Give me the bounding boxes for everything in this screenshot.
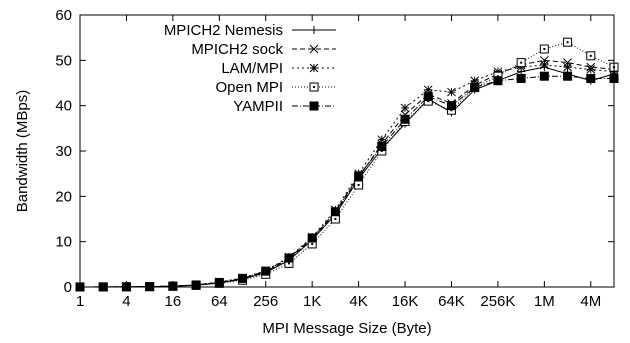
data-point: [539, 44, 549, 54]
data-point: [586, 65, 596, 74]
legend-marker: [309, 101, 319, 111]
y-tick-label: 50: [55, 52, 72, 69]
x-tick-label: 1K: [303, 293, 321, 310]
y-axis-ticks: 0 10 20 30 40 50 60: [55, 7, 614, 296]
data-point: [586, 73, 596, 83]
x-tick-label: 4M: [580, 293, 601, 310]
data-point: [539, 71, 549, 81]
data-point: [377, 135, 387, 145]
legend: MPICH2 Nemesis MPICH2 sock LAM/MPI Open MPI…: [164, 22, 336, 115]
data-point: [400, 114, 410, 124]
y-tick-label: 30: [55, 143, 72, 160]
data-point: [563, 58, 572, 67]
x-axis-title: MPI Message Size (Byte): [262, 320, 431, 337]
data-point: [191, 280, 201, 290]
data-point: [493, 67, 503, 77]
data-point: [563, 71, 573, 81]
data-point: [539, 55, 549, 65]
series-3: [75, 37, 619, 292]
x-tick-label: 16K: [392, 293, 419, 310]
data-point: [307, 233, 317, 243]
legend-label: Open MPI: [215, 79, 283, 96]
series-4: [75, 71, 619, 292]
x-tick-label: 1M: [534, 293, 555, 310]
plot-frame: [79, 14, 615, 288]
series-1: [75, 55, 619, 292]
data-point: [168, 281, 178, 291]
series-0: [76, 63, 618, 291]
data-point: [400, 103, 410, 113]
data-point: [354, 171, 364, 181]
data-point: [563, 62, 572, 72]
data-point: [516, 58, 526, 68]
data-point: [470, 76, 480, 86]
y-tick-label: 0: [64, 279, 72, 296]
x-tick-label: 256: [253, 293, 278, 310]
legend-label: MPICH2 Nemesis: [164, 22, 283, 39]
series-line: [79, 75, 614, 288]
legend-entry: MPICH2 sock: [191, 41, 336, 58]
y-tick-label: 10: [55, 234, 72, 251]
x-tick-label: 64: [211, 293, 228, 310]
legend-marker: [310, 26, 318, 34]
x-tick-label: 4K: [349, 293, 367, 310]
legend-marker: [309, 82, 319, 92]
x-tick-label: 64K: [438, 293, 465, 310]
series-layer: [75, 37, 619, 292]
legend-entry: Open MPI: [215, 79, 336, 96]
data-point: [493, 76, 503, 86]
data-point: [214, 277, 224, 287]
x-tick-label: 16: [165, 293, 182, 310]
legend-entry: YAMPII: [233, 98, 336, 115]
y-axis-title: Bandwidth (MBps): [14, 90, 31, 213]
x-axis-ticks: 1 4 16 64 256 1K 4K 16K 64K 256K 1M 4M: [76, 15, 601, 310]
data-point: [423, 85, 433, 95]
x-tick-label: 4: [122, 293, 130, 310]
data-point: [261, 266, 271, 276]
data-point: [586, 51, 596, 61]
series-line: [79, 64, 615, 288]
series-line: [79, 66, 615, 288]
data-point: [284, 253, 294, 263]
data-point: [516, 62, 526, 72]
legend-marker: [309, 63, 319, 73]
y-tick-label: 20: [55, 188, 72, 205]
data-point: [470, 83, 480, 93]
data-point: [516, 73, 526, 83]
x-tick-label: 256K: [480, 293, 515, 310]
data-point: [563, 37, 573, 47]
legend-marker: [309, 44, 319, 54]
data-point: [330, 207, 340, 217]
legend-label: LAM/MPI: [221, 60, 283, 77]
data-point: [354, 180, 364, 190]
data-point: [423, 92, 433, 102]
series-line: [79, 41, 615, 288]
legend-entry: LAM/MPI: [221, 60, 336, 77]
data-point: [539, 60, 549, 70]
data-point: [447, 87, 456, 97]
data-point: [446, 101, 456, 111]
series-line: [79, 59, 615, 288]
legend-label: MPICH2 sock: [191, 41, 283, 58]
data-point: [238, 273, 248, 283]
legend-entry: MPICH2 Nemesis: [164, 22, 336, 39]
y-tick-label: 40: [55, 98, 72, 115]
series-2: [75, 60, 619, 292]
x-tick-label: 1: [76, 293, 84, 310]
legend-label: YAMPII: [233, 98, 283, 115]
y-tick-label: 60: [55, 7, 72, 24]
data-point: [377, 141, 387, 151]
